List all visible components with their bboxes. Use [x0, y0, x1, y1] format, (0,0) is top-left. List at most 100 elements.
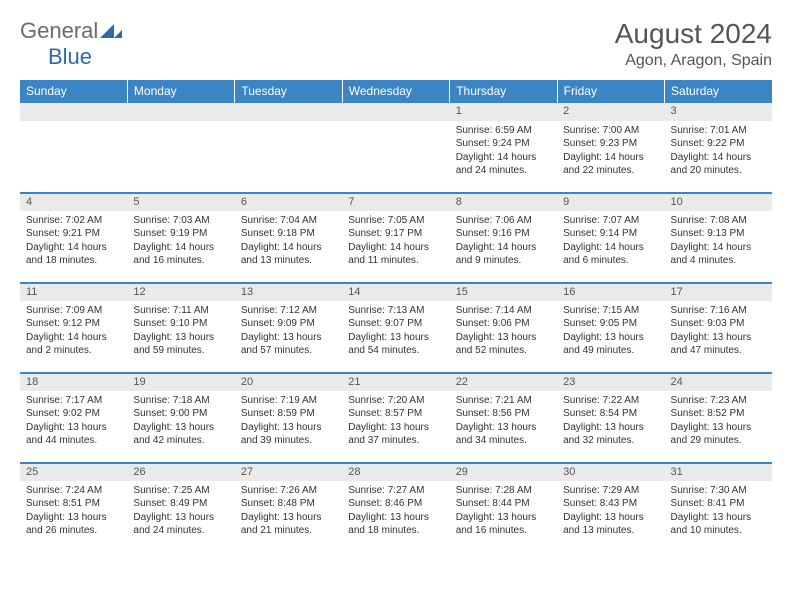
- day-details-cell: Sunrise: 7:13 AMSunset: 9:07 PMDaylight:…: [342, 301, 449, 373]
- location-text: Agon, Aragon, Spain: [615, 52, 772, 70]
- sunrise-line: Sunrise: 7:30 AM: [671, 484, 766, 498]
- sunset-line: Sunset: 9:17 PM: [348, 227, 443, 241]
- sunset-line: Sunset: 8:49 PM: [133, 497, 228, 511]
- sunrise-line: Sunrise: 7:04 AM: [241, 214, 336, 228]
- day-details-cell: [235, 121, 342, 193]
- sunset-line: Sunset: 9:10 PM: [133, 317, 228, 331]
- day-details-cell: Sunrise: 6:59 AMSunset: 9:24 PMDaylight:…: [450, 121, 557, 193]
- day-details-cell: Sunrise: 7:16 AMSunset: 9:03 PMDaylight:…: [665, 301, 772, 373]
- sunrise-line: Sunrise: 7:03 AM: [133, 214, 228, 228]
- day-number-cell: 18: [20, 373, 127, 391]
- sunset-line: Sunset: 8:56 PM: [456, 407, 551, 421]
- day-number-cell: 23: [557, 373, 664, 391]
- daylight-line: Daylight: 13 hours and 57 minutes.: [241, 331, 336, 358]
- day-number-cell: 26: [127, 463, 234, 481]
- sunset-line: Sunset: 9:21 PM: [26, 227, 121, 241]
- sunrise-line: Sunrise: 7:11 AM: [133, 304, 228, 318]
- daylight-line: Daylight: 14 hours and 11 minutes.: [348, 241, 443, 268]
- daylight-line: Daylight: 13 hours and 18 minutes.: [348, 511, 443, 538]
- daylight-line: Daylight: 13 hours and 49 minutes.: [563, 331, 658, 358]
- daylight-line: Daylight: 13 hours and 42 minutes.: [133, 421, 228, 448]
- sunset-line: Sunset: 9:03 PM: [671, 317, 766, 331]
- weekday-header: Saturday: [665, 80, 772, 103]
- day-details-row: Sunrise: 7:24 AMSunset: 8:51 PM Daylight:…: [20, 481, 772, 553]
- weekday-header-row: Sunday Monday Tuesday Wednesday Thursday…: [20, 80, 772, 103]
- day-details-row: Sunrise: 6:59 AMSunset: 9:24 PMDaylight:…: [20, 121, 772, 193]
- daylight-line: Daylight: 13 hours and 16 minutes.: [456, 511, 551, 538]
- day-details-cell: Sunrise: 7:05 AMSunset: 9:17 PMDaylight:…: [342, 211, 449, 283]
- day-details-cell: Sunrise: 7:02 AMSunset: 9:21 PMDaylight:…: [20, 211, 127, 283]
- sunset-line: Sunset: 8:41 PM: [671, 497, 766, 511]
- logo: General Blue: [20, 18, 122, 70]
- daylight-line: Daylight: 14 hours and 16 minutes.: [133, 241, 228, 268]
- day-details-cell: Sunrise: 7:09 AMSunset: 9:12 PMDaylight:…: [20, 301, 127, 373]
- day-details-cell: Sunrise: 7:06 AMSunset: 9:16 PMDaylight:…: [450, 211, 557, 283]
- day-details-cell: Sunrise: 7:01 AMSunset: 9:22 PMDaylight:…: [665, 121, 772, 193]
- sunset-line: Sunset: 9:18 PM: [241, 227, 336, 241]
- daylight-line: Daylight: 13 hours and 59 minutes.: [133, 331, 228, 358]
- day-details-cell: [342, 121, 449, 193]
- day-details-cell: Sunrise: 7:17 AMSunset: 9:02 PMDaylight:…: [20, 391, 127, 463]
- sunrise-line: Sunrise: 7:17 AM: [26, 394, 121, 408]
- day-number-cell: [20, 103, 127, 121]
- day-details-cell: Sunrise: 7:15 AMSunset: 9:05 PMDaylight:…: [557, 301, 664, 373]
- sunrise-line: Sunrise: 7:12 AM: [241, 304, 336, 318]
- sunrise-line: Sunrise: 7:22 AM: [563, 394, 658, 408]
- daylight-line: Daylight: 14 hours and 4 minutes.: [671, 241, 766, 268]
- day-details-cell: Sunrise: 7:22 AMSunset: 8:54 PMDaylight:…: [557, 391, 664, 463]
- header: General Blue August 2024 Agon, Aragon, S…: [20, 18, 772, 70]
- weekday-header: Thursday: [450, 80, 557, 103]
- sunset-line: Sunset: 9:22 PM: [671, 137, 766, 151]
- sunset-line: Sunset: 9:12 PM: [26, 317, 121, 331]
- sunrise-line: Sunrise: 7:21 AM: [456, 394, 551, 408]
- sunrise-line: Sunrise: 7:18 AM: [133, 394, 228, 408]
- sunrise-line: Sunrise: 7:24 AM: [26, 484, 121, 498]
- day-details-cell: [20, 121, 127, 193]
- sunrise-line: Sunrise: 7:15 AM: [563, 304, 658, 318]
- daylight-line: Daylight: 14 hours and 2 minutes.: [26, 331, 121, 358]
- sunrise-line: Sunrise: 7:29 AM: [563, 484, 658, 498]
- sunset-line: Sunset: 8:52 PM: [671, 407, 766, 421]
- sunrise-line: Sunrise: 7:25 AM: [133, 484, 228, 498]
- sunrise-line: Sunrise: 7:13 AM: [348, 304, 443, 318]
- day-number-row: 123: [20, 103, 772, 121]
- day-details-cell: Sunrise: 7:29 AMSunset: 8:43 PMDaylight:…: [557, 481, 664, 553]
- day-number-cell: 12: [127, 283, 234, 301]
- day-number-cell: 11: [20, 283, 127, 301]
- day-details-cell: Sunrise: 7:25 AMSunset: 8:49 PMDaylight:…: [127, 481, 234, 553]
- daylight-line: Daylight: 13 hours and 24 minutes.: [133, 511, 228, 538]
- day-details-cell: Sunrise: 7:04 AMSunset: 9:18 PMDaylight:…: [235, 211, 342, 283]
- day-details-cell: Sunrise: 7:07 AMSunset: 9:14 PMDaylight:…: [557, 211, 664, 283]
- daylight-line: Daylight: 13 hours and 37 minutes.: [348, 421, 443, 448]
- day-number-cell: [342, 103, 449, 121]
- day-number-cell: 19: [127, 373, 234, 391]
- day-details-cell: [127, 121, 234, 193]
- daylight-line: Daylight: 13 hours and 44 minutes.: [26, 421, 121, 448]
- day-number-cell: 24: [665, 373, 772, 391]
- weekday-header: Monday: [127, 80, 234, 103]
- sunrise-line: Sunrise: 7:05 AM: [348, 214, 443, 228]
- day-number-cell: 3: [665, 103, 772, 121]
- sunrise-line: Sunrise: 7:09 AM: [26, 304, 121, 318]
- day-number-cell: 21: [342, 373, 449, 391]
- sunset-line: Sunset: 9:24 PM: [456, 137, 551, 151]
- day-number-cell: 2: [557, 103, 664, 121]
- logo-text-general: General: [20, 18, 98, 43]
- day-number-cell: [235, 103, 342, 121]
- daylight-line: Daylight: 14 hours and 18 minutes.: [26, 241, 121, 268]
- logo-text-blue: Blue: [48, 44, 92, 69]
- day-number-cell: 28: [342, 463, 449, 481]
- sunset-line: Sunset: 8:51 PM: [26, 497, 121, 511]
- day-details-cell: Sunrise: 7:08 AMSunset: 9:13 PMDaylight:…: [665, 211, 772, 283]
- page-title: August 2024: [615, 18, 772, 50]
- daylight-line: Daylight: 13 hours and 21 minutes.: [241, 511, 336, 538]
- sunset-line: Sunset: 9:14 PM: [563, 227, 658, 241]
- day-details-cell: Sunrise: 7:24 AMSunset: 8:51 PMDaylight:…: [20, 481, 127, 553]
- day-number-cell: 9: [557, 193, 664, 211]
- sunrise-line: Sunrise: 7:06 AM: [456, 214, 551, 228]
- daylight-line: Daylight: 14 hours and 6 minutes.: [563, 241, 658, 268]
- sunset-line: Sunset: 8:43 PM: [563, 497, 658, 511]
- day-details-cell: Sunrise: 7:00 AMSunset: 9:23 PMDaylight:…: [557, 121, 664, 193]
- day-details-cell: Sunrise: 7:18 AMSunset: 9:00 PMDaylight:…: [127, 391, 234, 463]
- day-details-cell: Sunrise: 7:28 AMSunset: 8:44 PMDaylight:…: [450, 481, 557, 553]
